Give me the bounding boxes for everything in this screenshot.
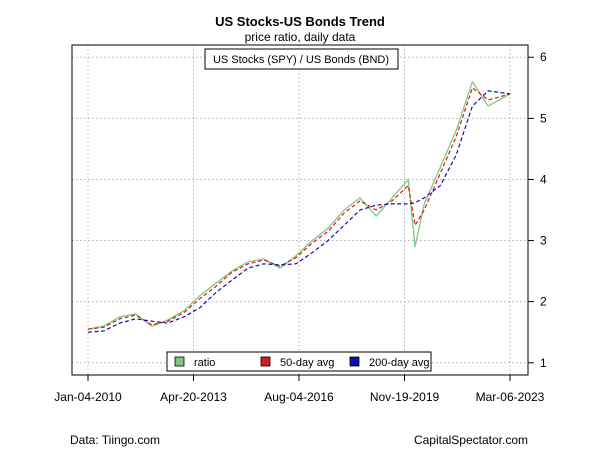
x-tick-label: Nov-19-2019	[370, 390, 440, 404]
y-axis: 1 2 3 4 5 6	[528, 50, 547, 370]
y-tick-label: 4	[540, 172, 547, 186]
footer-source-left: Data: Tiingo.com	[70, 433, 160, 447]
legend-swatch-ratio	[174, 356, 185, 367]
series-label-frame	[204, 48, 399, 70]
y-tick-label: 1	[540, 356, 547, 370]
x-tick-label: Aug-04-2016	[264, 390, 334, 404]
series-layer	[87, 81, 511, 333]
grid	[72, 45, 528, 375]
x-tick-label: Apr-20-2013	[160, 390, 227, 404]
x-tick-label: Mar-06-2023	[476, 390, 545, 404]
series-label: US Stocks (SPY) / US Bonds (BND)	[213, 54, 389, 66]
series-line-50-day-avg	[87, 87, 511, 330]
series-line-200-day-avg	[87, 90, 511, 333]
chart-subtitle: price ratio, daily data	[245, 30, 356, 44]
legend-label-ratio: ratio	[194, 357, 215, 369]
y-tick-label: 3	[540, 234, 547, 248]
y-tick-label: 6	[540, 50, 547, 64]
plot-frame	[71, 44, 529, 376]
legend-swatch-50-day	[260, 356, 271, 367]
series-line-ratio	[87, 81, 511, 330]
legend-frame	[166, 351, 432, 372]
legend-label-50-day: 50-day avg	[280, 357, 334, 369]
series-label-box: US Stocks (SPY) / US Bonds (BND)	[204, 48, 399, 70]
y-tick-label: 2	[540, 295, 547, 309]
legend: ratio 50-day avg 200-day avg	[166, 351, 432, 372]
legend-label-200-day: 200-day avg	[369, 357, 430, 369]
footer-source-right: CapitalSpectator.com	[414, 433, 528, 447]
chart-title: US Stocks-US Bonds Trend	[215, 14, 385, 29]
legend-swatch-200-day	[349, 356, 360, 367]
x-tick-label: Jan-04-2010	[54, 390, 122, 404]
y-tick-label: 5	[540, 111, 547, 125]
x-axis: Jan-04-2010 Apr-20-2013 Aug-04-2016 Nov-19-…	[54, 375, 545, 404]
